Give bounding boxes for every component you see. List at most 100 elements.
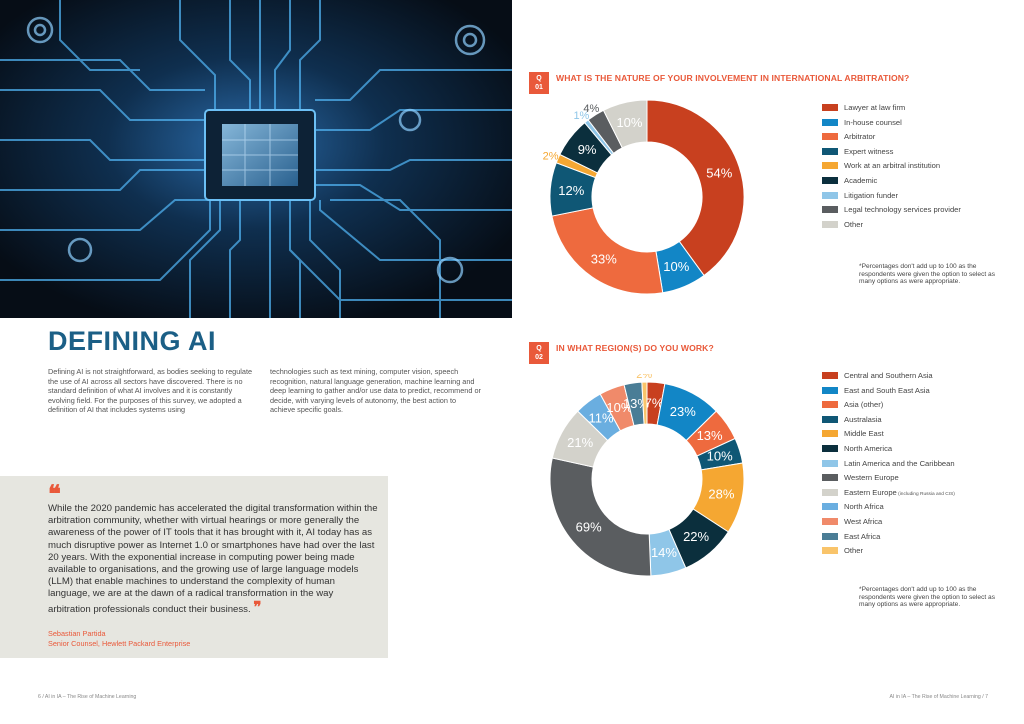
circuit-trace	[274, 0, 291, 110]
donut-label-1: 7%	[645, 395, 664, 410]
legend-item: Australasia	[822, 415, 955, 430]
quote-author: Sebastian Partida Senior Counsel, Hewlet…	[48, 629, 190, 649]
circuit-illustration	[0, 0, 512, 318]
donut-label-8: 69%	[576, 520, 602, 535]
intro-column-2: technologies such as text mining, comput…	[270, 367, 481, 415]
circuit-trace	[0, 169, 205, 191]
intro-column-1: Defining AI is not straightforward, as b…	[48, 367, 253, 415]
section-title: DEFINING AI	[48, 326, 217, 356]
q2-badge-text: Q 02	[535, 345, 543, 361]
legend-swatch	[822, 133, 838, 141]
circuit-trace	[330, 199, 441, 318]
legend-label: Other	[844, 219, 863, 229]
legend-item: North America	[822, 444, 955, 459]
legend-label: Litigation funder	[844, 190, 899, 200]
circuit-trace	[299, 0, 321, 110]
q1-footnote: *Percentages don't add up to 100 as the …	[859, 263, 995, 286]
circuit-trace	[0, 199, 215, 231]
donut-slice-1	[646, 99, 745, 277]
circuit-trace	[289, 200, 301, 318]
quote-box	[0, 476, 388, 658]
q2-title: IN WHAT REGION(S) DO YOU WORK?	[556, 343, 714, 353]
legend-label: Academic	[844, 175, 878, 185]
legend-swatch	[822, 532, 838, 540]
legend-item: In-house counsel	[822, 118, 961, 133]
legend-label: North America	[844, 443, 893, 453]
donut-slice-8	[549, 457, 652, 577]
donut-slice-3	[551, 207, 664, 295]
legend-item: Other	[822, 546, 955, 561]
legend-item: Expert witness	[822, 147, 961, 162]
circuit-trace	[0, 200, 211, 281]
legend-swatch	[822, 547, 838, 555]
legend-label-suffix: (including Russia and CIS)	[896, 491, 955, 497]
legend-item: Central and Southern Asia	[822, 371, 955, 386]
circuit-trace	[319, 200, 512, 261]
legend-label: Lawyer at law firm	[844, 103, 906, 112]
legend-label: Asia (other)	[844, 400, 884, 410]
circuit-board-image	[0, 0, 512, 318]
donut-label-13: 2%	[636, 374, 652, 381]
footer-right: AI in IA – The Rise of Machine Learning …	[889, 694, 988, 700]
legend-item: Western Europe	[822, 473, 955, 488]
legend-swatch	[822, 488, 838, 496]
circuit-trace	[229, 0, 251, 110]
donut-label-5: 2%	[543, 150, 559, 162]
legend-item: North Africa	[822, 502, 955, 517]
legend-swatch	[822, 415, 838, 423]
circuit-trace	[315, 69, 512, 101]
q2-footnote: *Percentages don't add up to 100 as the …	[859, 586, 995, 609]
legend-label: Middle East	[844, 429, 884, 439]
donut-label-7: 1%	[573, 110, 589, 122]
q2-badge: Q 02	[529, 342, 549, 364]
right-page: Q 01 WHAT IS THE NATURE OF YOUR INVOLVEME…	[512, 0, 1024, 724]
quote-close-icon: ❞	[253, 597, 262, 616]
donut-label-11: 10%	[606, 400, 632, 415]
legend-swatch	[822, 503, 838, 511]
legend-swatch	[822, 372, 838, 379]
legend-label: Work at an arbitral institution	[844, 161, 941, 171]
legend-item: Lawyer at law firm	[822, 103, 961, 118]
donut-label-9: 21%	[567, 435, 593, 450]
donut-label-2: 10%	[663, 259, 689, 274]
legend-label: Central and Southern Asia	[844, 371, 933, 380]
legend-label: Latin America and the Caribbean	[844, 458, 955, 468]
donut-label-3: 33%	[591, 252, 617, 267]
donut-label-5: 28%	[708, 487, 734, 502]
legend-item: Eastern Europe (including Russia and CIS…	[822, 488, 955, 503]
legend-item: Middle East	[822, 429, 955, 444]
donut-slice-9	[602, 99, 648, 149]
circuit-trace	[0, 89, 205, 121]
legend-swatch	[822, 176, 838, 184]
legend-swatch	[822, 118, 838, 126]
pull-quote: While the 2020 pandemic has accelerated …	[48, 503, 378, 616]
legend-swatch	[822, 162, 838, 170]
circuit-trace	[315, 109, 512, 131]
donut-label-3: 13%	[697, 428, 723, 443]
legend-label: West Africa	[844, 516, 883, 526]
legend-swatch	[822, 444, 838, 452]
legend-swatch	[822, 191, 838, 199]
footer-left: 6 / AI in IA – The Rise of Machine Learn…	[38, 694, 137, 700]
legend-item: Arbitrator	[822, 132, 961, 147]
circuit-trace	[309, 200, 341, 318]
author-title: Senior Counsel, Hewlett Packard Enterpri…	[48, 639, 191, 648]
legend-swatch	[822, 147, 838, 155]
pull-quote-text: While the 2020 pandemic has accelerated …	[48, 503, 378, 615]
circuit-trace	[229, 200, 241, 318]
q1-legend: Lawyer at law firm In-house counsel Arbitr…	[822, 103, 961, 234]
q2-donut-chart: 7%23%13%10%28%22%14%69%21%11%10%13%2%	[549, 374, 745, 577]
q1-title: WHAT IS THE NATURE OF YOUR INVOLVEMENT I…	[556, 73, 910, 83]
donut-label-9: 10%	[616, 115, 642, 130]
donut-label-7: 14%	[651, 545, 677, 560]
q1-badge: Q 01	[529, 72, 549, 94]
legend-swatch	[822, 474, 838, 482]
author-name: Sebastian Partida	[48, 629, 106, 638]
legend-item: Academic	[822, 176, 961, 191]
legend-swatch	[822, 206, 838, 214]
legend-label: North Africa	[844, 502, 884, 512]
legend-label: Expert witness	[844, 146, 894, 156]
legend-item: East Africa	[822, 532, 955, 547]
donut-label-2: 23%	[670, 404, 696, 419]
legend-item: Asia (other)	[822, 400, 955, 415]
